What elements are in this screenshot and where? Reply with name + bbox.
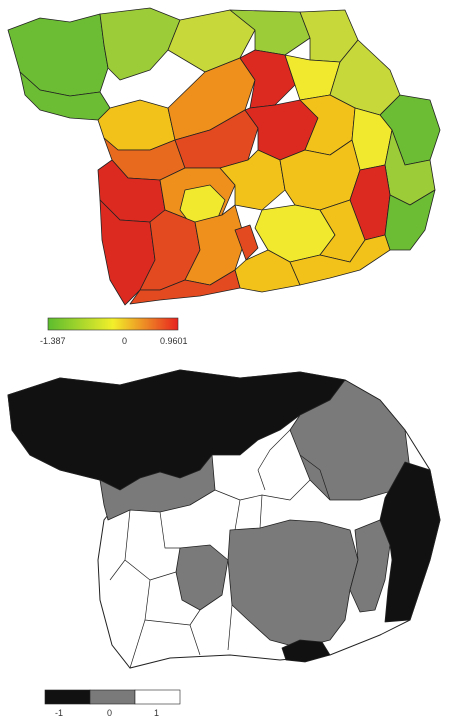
legend-swatch-neg1	[44, 689, 91, 705]
legend-gradient-bar	[47, 317, 179, 331]
region-south-coast-2	[289, 234, 391, 286]
boundary-lines	[109, 429, 331, 669]
choropleth-map-categorical	[7, 369, 441, 669]
legend-categorical: -1 0 1	[44, 689, 181, 718]
legend-continuous: -1.387 0 0.9601	[40, 317, 188, 346]
choropleth-map-continuous	[7, 7, 441, 306]
legend-swatch-1	[134, 689, 181, 705]
region-gray-west-center	[175, 544, 229, 611]
region-gray-west	[99, 454, 216, 521]
region-black-east	[379, 461, 441, 623]
region-south-center-2	[234, 224, 259, 261]
region-south-coast-west	[129, 269, 241, 305]
legend-label-0: 0	[107, 708, 112, 718]
legend-max-label: 0.9601	[160, 336, 188, 346]
region-north-center-1	[99, 7, 181, 81]
legend-mid-label: 0	[122, 336, 127, 346]
legend-min-label: -1.387	[40, 336, 66, 346]
region-black-north	[7, 369, 346, 491]
region-black-south	[281, 639, 331, 663]
legend-swatch-0	[89, 689, 136, 705]
region-gray-center	[227, 519, 359, 649]
legend-label-neg1: -1	[55, 708, 63, 718]
legend-label-1: 1	[154, 708, 159, 718]
